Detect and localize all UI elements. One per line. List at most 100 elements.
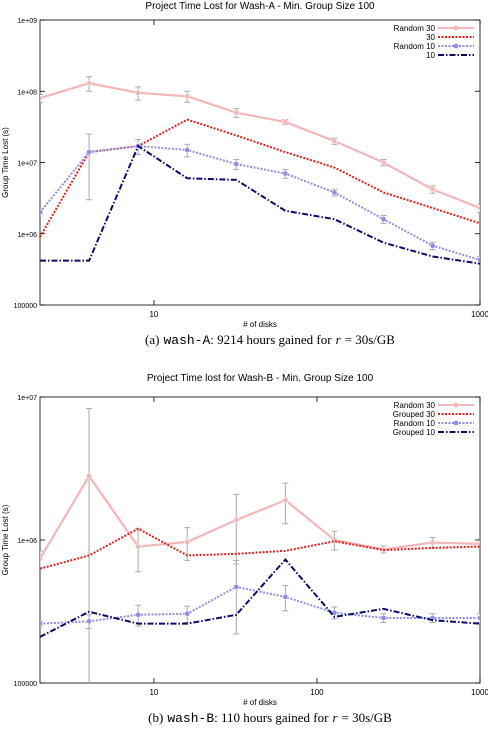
legend-marker — [453, 25, 459, 31]
caption-part: r — [332, 710, 338, 725]
series-line — [40, 144, 480, 265]
legend-label: Grouped 10 — [393, 428, 436, 437]
x-tick-label: 10 — [149, 310, 158, 319]
error-bar — [40, 550, 43, 569]
y-tick-label: 1e+08 — [17, 89, 37, 96]
y-axis-label: Group Time Lost (s) — [1, 127, 10, 198]
marker — [86, 618, 92, 625]
marker — [282, 594, 289, 600]
legend-marker — [453, 420, 459, 426]
marker — [40, 209, 43, 216]
marker — [380, 216, 387, 223]
y-axis-label: Group Time Lost (s) — [1, 504, 10, 575]
chart-title: Project Time Lost for Wash-A - Min. Grou… — [145, 1, 375, 12]
caption: (b) wash-B: 110 hours gained for r = 30s/GB — [148, 710, 392, 726]
series-line — [40, 585, 480, 625]
series-line — [40, 145, 480, 261]
legend-marker — [453, 43, 459, 49]
caption-part: wash-A — [163, 333, 210, 348]
marker — [184, 610, 191, 617]
plot-frame — [39, 396, 481, 684]
series-line — [40, 527, 480, 570]
marker — [331, 138, 338, 144]
error-bar — [40, 620, 43, 627]
y-tick-label: 1e+06 — [17, 538, 37, 545]
x-tick-label: 1000 — [471, 688, 488, 697]
marker — [477, 615, 480, 621]
marker — [184, 147, 191, 153]
y-tick-label: 100000 — [14, 681, 37, 688]
chart: Project Time lost for Wash-B - Min. Grou… — [1, 373, 488, 726]
marker — [429, 539, 436, 546]
caption-part: : 9214 hours gained for — [210, 332, 332, 347]
chart: Project Time Lost for Wash-A - Min. Grou… — [1, 1, 488, 348]
marker — [331, 189, 338, 196]
marker — [233, 584, 240, 590]
error-bar — [477, 613, 480, 623]
marker — [233, 517, 240, 523]
marker — [184, 93, 191, 100]
legend-label: Random 30 — [394, 401, 436, 410]
marker — [86, 473, 92, 479]
x-tick-label: 10 — [149, 688, 158, 697]
error-bar — [86, 408, 93, 683]
series-line — [40, 558, 480, 638]
marker — [86, 149, 92, 155]
marker — [40, 620, 43, 627]
error-bar — [282, 482, 289, 525]
caption-part: r — [336, 332, 342, 347]
marker — [282, 170, 289, 177]
caption-part: wash-B — [167, 711, 214, 726]
marker — [233, 109, 240, 116]
error-bar — [135, 528, 142, 573]
marker — [184, 539, 191, 545]
marker — [135, 543, 142, 550]
marker — [135, 611, 142, 618]
caption-part: = 30s/GB — [342, 710, 393, 725]
y-tick-label: 1e+07 — [17, 395, 37, 402]
caption-part: : 110 hours gained for — [214, 710, 329, 725]
y-tick-label: 1e+06 — [17, 232, 37, 239]
x-axis-label: # of disks — [243, 320, 277, 329]
legend-label: 30 — [426, 33, 435, 42]
legend-label: Grouped 30 — [393, 410, 436, 419]
y-tick-label: 100000 — [14, 303, 37, 310]
legend-label: 10 — [426, 51, 435, 60]
error-bar — [40, 94, 43, 103]
marker — [477, 205, 480, 211]
legend-marker — [453, 402, 459, 408]
legend-label: Random 30 — [394, 24, 436, 33]
plot-frame — [39, 19, 481, 306]
marker — [477, 257, 480, 263]
y-tick-label: 1e+07 — [17, 161, 37, 168]
x-axis-label: # of disks — [243, 698, 277, 707]
x-tick-label: 1000 — [471, 310, 488, 319]
error-bar — [86, 133, 93, 201]
marker — [233, 161, 240, 167]
caption-part: (a) — [145, 332, 159, 347]
marker — [86, 80, 92, 86]
marker — [282, 119, 289, 125]
caption-part: (b) — [148, 710, 163, 725]
caption-part: = 30s/GB — [345, 332, 396, 347]
marker — [331, 609, 338, 616]
marker — [429, 186, 436, 193]
marker — [380, 615, 387, 621]
marker — [429, 242, 436, 249]
series-line — [40, 81, 480, 210]
plot-area — [40, 76, 480, 265]
marker — [40, 95, 43, 102]
legend-label: Random 10 — [394, 419, 436, 428]
chart-title: Project Time lost for Wash-B - Min. Grou… — [147, 373, 374, 384]
plot-area — [40, 408, 480, 683]
marker — [135, 89, 142, 96]
caption: (a) wash-A: 9214 hours gained for r = 30s/G… — [145, 332, 395, 348]
marker — [282, 497, 289, 503]
series-line — [40, 474, 480, 560]
marker — [380, 159, 387, 166]
error-bar — [477, 203, 480, 213]
y-tick-label: 1e+09 — [17, 18, 37, 25]
x-tick-label: 100 — [310, 688, 324, 697]
marker — [477, 540, 480, 547]
